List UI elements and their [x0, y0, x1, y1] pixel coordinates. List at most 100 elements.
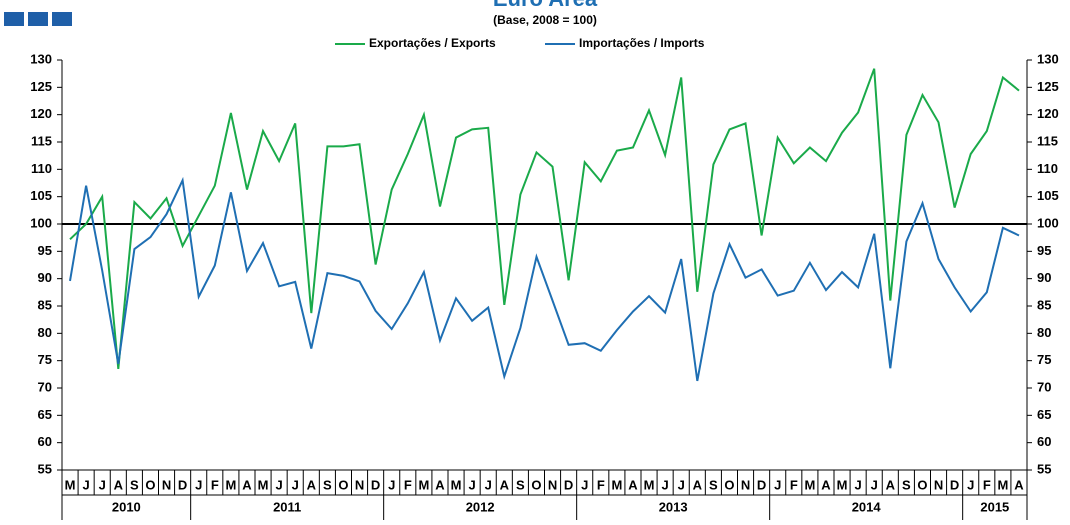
x-tick-label: O: [724, 477, 734, 492]
x-tick-label: N: [355, 477, 364, 492]
x-tick-label: J: [388, 477, 395, 492]
y-tick-label: 120: [30, 106, 52, 121]
x-tick-label: J: [195, 477, 202, 492]
x-tick-label: M: [997, 477, 1008, 492]
x-tick-label: F: [404, 477, 412, 492]
x-tick-label: N: [548, 477, 557, 492]
x-tick-label: A: [821, 477, 831, 492]
x-tick-label: M: [65, 477, 76, 492]
y-tick-label: 70: [38, 379, 52, 394]
x-tick-label: S: [516, 477, 525, 492]
x-tick-label: D: [950, 477, 959, 492]
y2-tick-label: 130: [1037, 51, 1059, 66]
y2-tick-label: 85: [1037, 297, 1051, 312]
y2-tick-label: 100: [1037, 215, 1059, 230]
x-tick-label: J: [774, 477, 781, 492]
x-tick-label: M: [804, 477, 815, 492]
icon: [52, 12, 72, 26]
y2-tick-label: 110: [1037, 161, 1058, 176]
y2-tick-label: 95: [1037, 243, 1051, 258]
x-tick-label: N: [162, 477, 171, 492]
x-tick-label: D: [757, 477, 766, 492]
x-tick-label: J: [469, 477, 476, 492]
year-label: 2013: [659, 499, 688, 514]
x-tick-label: O: [917, 477, 927, 492]
x-tick-label: O: [531, 477, 541, 492]
y2-tick-label: 80: [1037, 325, 1051, 340]
year-label: 2014: [852, 499, 882, 514]
icon: [4, 12, 24, 26]
x-tick-label: O: [145, 477, 155, 492]
x-tick-label: M: [418, 477, 429, 492]
y-tick-label: 110: [31, 161, 52, 176]
y2-tick-label: 105: [1037, 188, 1059, 203]
x-tick-label: A: [628, 477, 638, 492]
x-tick-label: S: [323, 477, 332, 492]
x-tick-label: M: [451, 477, 462, 492]
y-tick-label: 90: [38, 270, 52, 285]
x-tick-label: F: [790, 477, 798, 492]
x-tick-label: F: [983, 477, 991, 492]
x-tick-label: D: [178, 477, 187, 492]
x-tick-label: J: [967, 477, 974, 492]
y2-tick-label: 125: [1037, 79, 1059, 94]
x-tick-label: A: [1014, 477, 1024, 492]
chart-subtitle: (Base, 2008 = 100): [493, 13, 597, 27]
x-tick-label: S: [130, 477, 139, 492]
x-tick-label: A: [693, 477, 703, 492]
y-tick-label: 65: [38, 407, 52, 422]
x-tick-label: A: [886, 477, 896, 492]
y2-tick-label: 115: [1037, 133, 1058, 148]
x-tick-label: J: [292, 477, 299, 492]
year-label: 2010: [112, 499, 141, 514]
x-tick-label: J: [678, 477, 685, 492]
chart-title: Euro Area: [493, 0, 598, 11]
x-tick-label: J: [485, 477, 492, 492]
y-tick-label: 125: [30, 79, 52, 94]
year-label: 2015: [980, 499, 1009, 514]
x-tick-label: A: [435, 477, 445, 492]
x-tick-label: D: [371, 477, 380, 492]
y-tick-label: 85: [38, 297, 52, 312]
y2-tick-label: 90: [1037, 270, 1051, 285]
icon: [28, 12, 48, 26]
x-tick-label: J: [83, 477, 90, 492]
series-line: [69, 68, 1020, 369]
x-tick-label: N: [934, 477, 943, 492]
year-label: 2011: [273, 499, 301, 514]
x-tick-label: J: [99, 477, 106, 492]
x-tick-label: A: [500, 477, 510, 492]
y-tick-label: 95: [38, 243, 52, 258]
y-tick-label: 115: [31, 133, 52, 148]
y2-tick-label: 55: [1037, 461, 1051, 476]
y2-tick-label: 65: [1037, 407, 1051, 422]
x-tick-label: M: [225, 477, 236, 492]
y-tick-label: 100: [30, 215, 52, 230]
x-tick-label: F: [211, 477, 219, 492]
y2-tick-label: 75: [1037, 352, 1051, 367]
x-tick-label: O: [338, 477, 348, 492]
y2-tick-label: 70: [1037, 379, 1051, 394]
x-tick-label: A: [307, 477, 317, 492]
x-tick-label: D: [564, 477, 573, 492]
x-tick-label: M: [837, 477, 848, 492]
x-tick-label: M: [258, 477, 269, 492]
x-tick-label: J: [855, 477, 862, 492]
x-tick-label: J: [871, 477, 878, 492]
y-tick-label: 80: [38, 325, 52, 340]
x-tick-label: N: [741, 477, 750, 492]
x-tick-label: J: [276, 477, 283, 492]
x-tick-label: S: [902, 477, 911, 492]
x-tick-label: J: [662, 477, 669, 492]
year-label: 2012: [466, 499, 495, 514]
legend-label: Importações / Imports: [579, 36, 705, 50]
y-tick-label: 130: [30, 51, 52, 66]
x-tick-label: J: [581, 477, 588, 492]
legend-label: Exportações / Exports: [369, 36, 496, 50]
x-tick-label: M: [611, 477, 622, 492]
x-tick-label: A: [114, 477, 124, 492]
x-tick-label: S: [709, 477, 718, 492]
y-tick-label: 55: [38, 461, 52, 476]
